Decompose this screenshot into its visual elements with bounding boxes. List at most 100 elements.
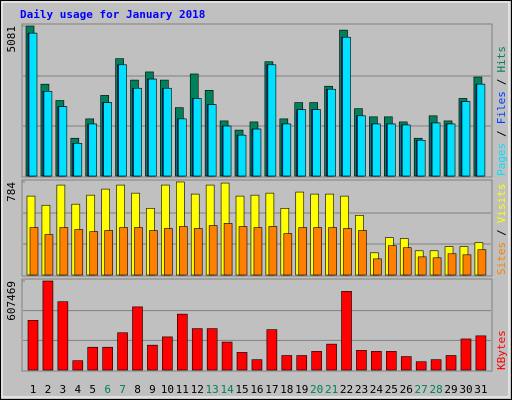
x-tick-label: 24 [370, 383, 384, 396]
bar [221, 341, 233, 371]
bar [298, 227, 308, 276]
x-tick-label: 12 [191, 383, 204, 396]
bar [252, 128, 262, 177]
bar [43, 91, 53, 177]
bar [162, 336, 173, 371]
bar [74, 229, 84, 276]
bar [251, 359, 263, 371]
bar [327, 88, 336, 177]
bar [72, 360, 84, 371]
bar [311, 351, 322, 371]
bar [191, 328, 203, 371]
legend-separator: / [495, 79, 508, 86]
legend-entry: Pages [495, 143, 508, 176]
bar [373, 258, 382, 276]
x-tick-label: 3 [60, 383, 67, 396]
x-tick-label: 5 [89, 383, 96, 396]
bar [358, 230, 367, 276]
x-tick-label: 16 [250, 383, 263, 396]
bar [387, 123, 396, 177]
bar [117, 332, 128, 371]
bar [59, 227, 69, 276]
legend-separator: / [495, 229, 508, 236]
bar [477, 249, 487, 276]
bar [312, 109, 321, 177]
x-tick-label: 18 [280, 383, 293, 396]
bar [388, 245, 397, 276]
bar [356, 350, 367, 371]
bar [28, 32, 38, 177]
bar [164, 228, 173, 276]
bar [149, 230, 158, 276]
bar [430, 359, 442, 371]
bar [193, 228, 203, 276]
bar [341, 291, 352, 371]
legend: KBytes [495, 330, 508, 370]
bar [417, 256, 427, 276]
bar [73, 143, 83, 177]
bar [178, 118, 187, 177]
bar [415, 361, 427, 371]
x-tick-label: 29 [444, 383, 457, 396]
bar [372, 123, 381, 177]
bar [119, 227, 128, 276]
bar [29, 227, 39, 276]
bar [163, 87, 172, 177]
bar [462, 254, 472, 276]
x-tick-label: 10 [161, 383, 174, 396]
bar [343, 228, 352, 276]
y-tick-label: 5081 [5, 26, 18, 53]
x-tick-label: 22 [340, 383, 353, 396]
bar [416, 139, 426, 177]
x-tick-label: 25 [385, 383, 398, 396]
bar [401, 124, 411, 177]
x-tick-label: 23 [355, 383, 368, 396]
bar [432, 257, 442, 276]
bar [58, 106, 68, 177]
x-tick-label: 17 [265, 383, 278, 396]
bar [447, 253, 457, 276]
bar [371, 351, 382, 371]
bar [89, 231, 99, 276]
bar [461, 101, 471, 177]
x-tick-label: 1 [30, 383, 37, 396]
bar [104, 230, 113, 276]
bar [87, 346, 99, 371]
panel [21, 278, 493, 372]
bar [357, 115, 366, 177]
x-tick-label: 21 [325, 383, 338, 396]
x-tick-label: 28 [429, 383, 442, 396]
bar [326, 343, 337, 371]
x-tick-label: 26 [400, 383, 413, 396]
x-tick-label: 7 [119, 383, 126, 396]
x-tick-label: 20 [310, 383, 323, 396]
legend-entry: Sites [495, 242, 508, 275]
bar [44, 234, 54, 276]
bar [268, 226, 278, 276]
x-tick-label: 2 [45, 383, 52, 396]
bar [102, 346, 113, 371]
bar [88, 123, 98, 177]
bar [179, 226, 188, 276]
bar [42, 280, 54, 371]
y-tick-label: 784 [5, 182, 18, 202]
x-tick-label: 4 [74, 383, 81, 396]
x-tick-label: 8 [134, 383, 141, 396]
x-tick-label: 19 [295, 383, 308, 396]
bar [386, 351, 397, 371]
bar [475, 335, 487, 371]
bar [342, 36, 351, 177]
x-tick-label: 11 [176, 383, 189, 396]
bar [148, 78, 157, 177]
x-tick-label: 31 [474, 383, 487, 396]
bar [222, 125, 232, 177]
bar [57, 301, 69, 371]
bar [296, 355, 308, 371]
bar [237, 134, 247, 177]
bar [27, 320, 39, 371]
bar [238, 226, 248, 276]
bar [402, 247, 412, 276]
legend: Pages / Files / Hits [495, 46, 508, 176]
bar [207, 104, 217, 177]
